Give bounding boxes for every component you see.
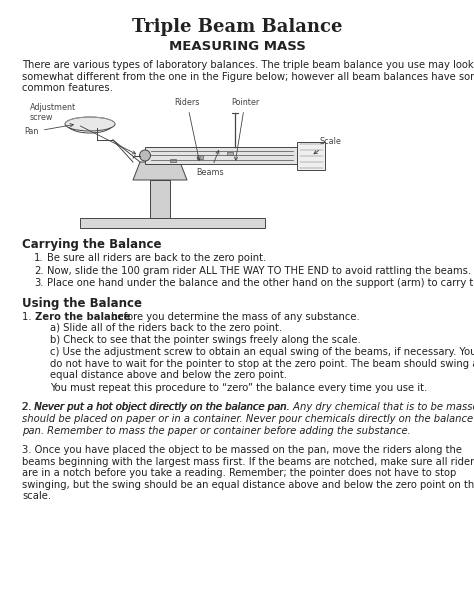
Text: 2. Never put a hot object directly on the balance pan. Any dry chemical that is : 2. Never put a hot object directly on th… — [22, 403, 474, 436]
Polygon shape — [227, 151, 233, 155]
Polygon shape — [150, 180, 170, 218]
Text: 3. Once you have placed the object to be massed on the pan, move the riders alon: 3. Once you have placed the object to be… — [22, 445, 474, 501]
Polygon shape — [297, 142, 325, 170]
Text: 2.: 2. — [22, 403, 35, 413]
Polygon shape — [133, 162, 187, 180]
Text: Pointer: Pointer — [231, 98, 259, 161]
Text: MEASURING MASS: MEASURING MASS — [169, 40, 305, 53]
Text: Never put a hot object directly on the balance pan.: Never put a hot object directly on the b… — [34, 403, 289, 413]
Text: 2.: 2. — [22, 403, 35, 413]
Polygon shape — [80, 218, 265, 228]
Polygon shape — [197, 155, 203, 159]
Text: Pan: Pan — [25, 124, 73, 137]
Text: There are various types of laboratory balances. The triple beam balance you use : There are various types of laboratory ba… — [22, 60, 474, 93]
Text: Carrying the Balance: Carrying the Balance — [22, 238, 162, 251]
Text: c) Use the adjustment screw to obtain an equal swing of the beams, if necessary.: c) Use the adjustment screw to obtain an… — [50, 347, 474, 380]
Text: 2.: 2. — [34, 265, 44, 275]
Text: Adjustment
screw: Adjustment screw — [30, 102, 136, 154]
Text: Beams: Beams — [196, 150, 224, 177]
Text: 1.: 1. — [22, 311, 35, 321]
Text: Riders: Riders — [174, 98, 200, 161]
Text: 3.: 3. — [34, 278, 44, 288]
Text: before you determine the mass of any substance.: before you determine the mass of any sub… — [108, 311, 360, 321]
Text: Scale: Scale — [314, 137, 342, 154]
Text: Now, slide the 100 gram rider ALL THE WAY TO THE END to avoid rattling the beams: Now, slide the 100 gram rider ALL THE WA… — [47, 265, 471, 275]
Text: Be sure all riders are back to the zero point.: Be sure all riders are back to the zero … — [47, 253, 266, 263]
Text: 2.: 2. — [22, 403, 35, 413]
Polygon shape — [145, 147, 300, 164]
Text: Using the Balance: Using the Balance — [22, 297, 142, 310]
Text: 1.: 1. — [34, 253, 44, 263]
Text: Triple Beam Balance: Triple Beam Balance — [132, 18, 342, 36]
Text: b) Check to see that the pointer swings freely along the scale.: b) Check to see that the pointer swings … — [50, 335, 361, 345]
Ellipse shape — [65, 117, 115, 131]
Polygon shape — [170, 159, 176, 162]
Circle shape — [139, 150, 151, 161]
Text: a) Slide all of the riders back to the zero point.: a) Slide all of the riders back to the z… — [50, 323, 282, 333]
Text: You must repeat this procedure to “zero” the balance every time you use it.: You must repeat this procedure to “zero”… — [50, 383, 427, 393]
Text: Place one hand under the balance and the other hand on the support (arm) to carr: Place one hand under the balance and the… — [47, 278, 474, 288]
Text: Zero the balance: Zero the balance — [35, 311, 130, 321]
